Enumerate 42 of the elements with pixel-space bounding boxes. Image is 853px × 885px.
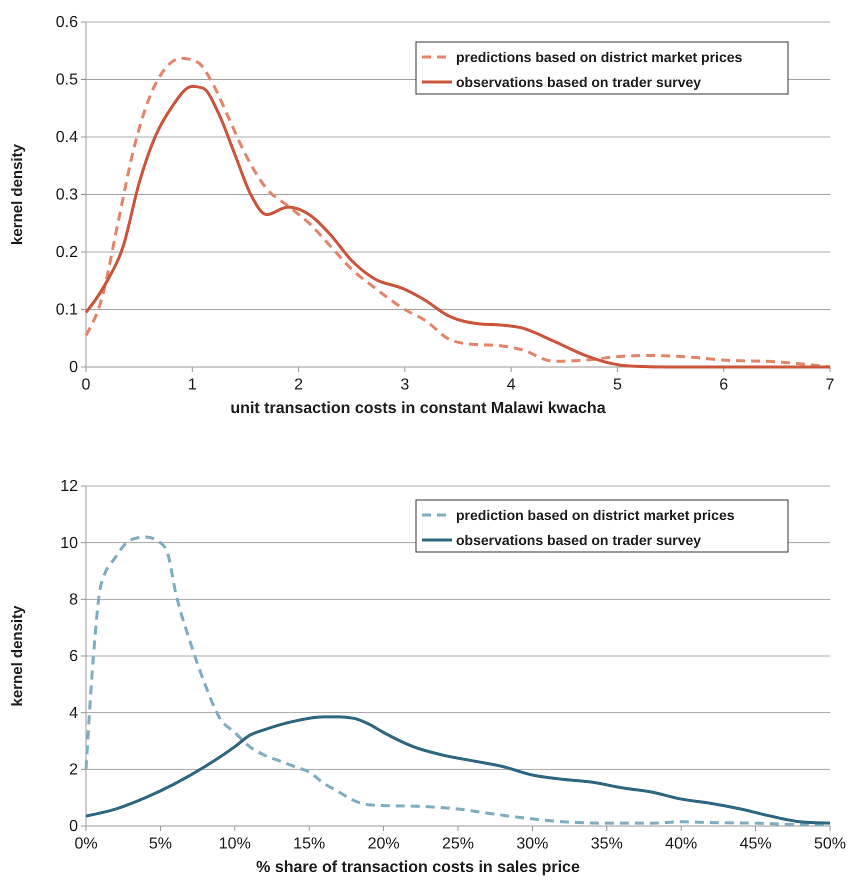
legend-label: predictions based on district market prices [456, 49, 743, 65]
x-tick-label: 30% [516, 835, 548, 852]
y-tick-label: 0.5 [56, 72, 78, 89]
y-axis-title: kernel density [9, 604, 26, 706]
y-tick-label: 0.3 [56, 186, 78, 204]
y-tick-label: 0.1 [56, 302, 78, 319]
x-tick-label: 3 [400, 376, 410, 394]
x-tick-label: 5 [612, 376, 622, 394]
x-tick-label: 6 [719, 376, 728, 394]
x-tick-label: 35% [590, 835, 623, 852]
x-tick-label: 10% [218, 835, 251, 852]
x-tick-label: 5% [148, 835, 172, 852]
y-tick-label: 0.4 [56, 129, 78, 146]
x-tick-label: 20% [368, 835, 400, 852]
x-tick-label: 25% [442, 835, 474, 852]
y-axis-title: kernel density [9, 143, 26, 245]
x-axis-title: unit transaction costs in constant Malawi kwacha [230, 400, 606, 417]
y-tick-label: 0.6 [56, 14, 78, 32]
x-tick-label: 45% [740, 835, 772, 852]
y-tick-label: 6 [69, 648, 78, 666]
y-tick-label: 12 [60, 478, 78, 496]
x-tick-label: 0 [82, 376, 91, 394]
x-tick-label: 0% [74, 835, 98, 852]
y-tick-label: 0 [69, 818, 78, 836]
y-tick-label: 10 [60, 534, 78, 552]
line-series [84, 715, 832, 825]
y-tick-label: 0 [69, 359, 78, 376]
y-tick-label: 0.2 [56, 244, 78, 262]
x-tick-label: 4 [506, 376, 516, 394]
x-tick-label: 40% [665, 835, 698, 852]
x-tick-label: 7 [826, 376, 835, 394]
y-tick-label: 8 [69, 591, 78, 608]
x-tick-label: 2 [294, 376, 304, 394]
x-axis-title: % share of transaction costs in sales price [256, 859, 580, 876]
y-tick-label: 4 [69, 704, 78, 722]
x-tick-label: 50% [814, 835, 846, 852]
x-tick-label: 1 [188, 376, 197, 394]
legend-label: prediction based on district market prices [456, 507, 735, 523]
legend-label: observations based on trader survey [456, 532, 702, 548]
x-tick-label: 15% [293, 835, 326, 852]
y-tick-label: 2 [69, 761, 78, 778]
legend-label: observations based on trader survey [456, 74, 702, 90]
